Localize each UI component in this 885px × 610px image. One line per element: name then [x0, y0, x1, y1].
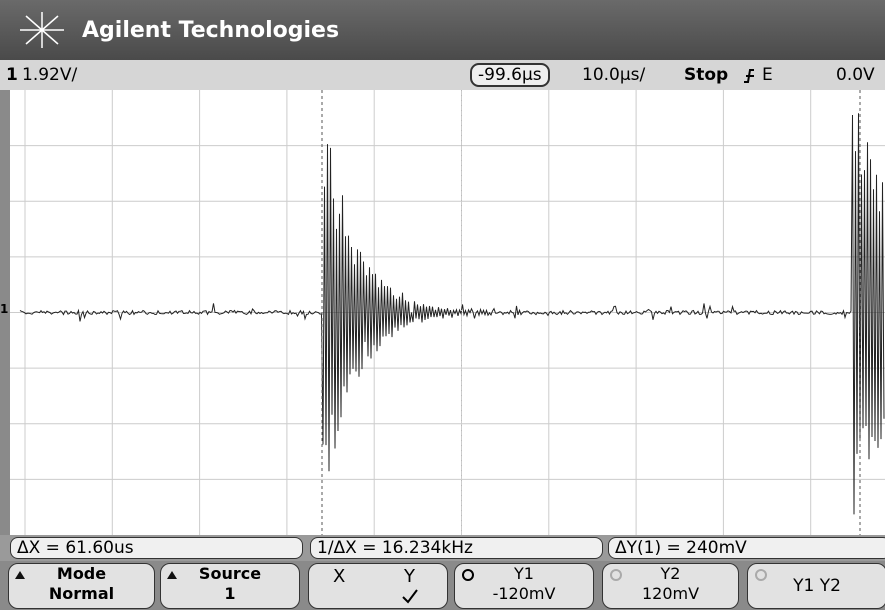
knob-icon — [610, 569, 622, 581]
brand: Agilent Technologies — [82, 18, 340, 43]
softkey-value: Normal — [48, 584, 115, 603]
logo — [20, 12, 64, 48]
softkey-label: Mode — [56, 564, 107, 583]
softkey-label: Y1 — [514, 564, 534, 583]
softkey-value: -120mV — [492, 584, 556, 603]
knob-icon — [462, 569, 474, 581]
softkey-y2[interactable]: Y2 120mV — [602, 563, 739, 609]
softkey-mode[interactable]: Mode Normal — [8, 563, 155, 609]
softkey-value: 120mV — [641, 584, 700, 603]
status-bar: 1 1.92V/ -99.6µs 10.0µs/ Stop E 0.0V — [0, 60, 885, 90]
timebase: 10.0µs/ — [582, 65, 646, 85]
delta-x: ΔX = 61.60us — [10, 537, 303, 559]
knob-icon — [755, 569, 767, 581]
trigger-level: 0.0V — [836, 65, 875, 85]
channel: 1 — [6, 65, 18, 85]
softkey-source[interactable]: Source 1 — [160, 563, 300, 609]
vertical-scale: 1.92V/ — [22, 65, 78, 85]
measurement-bar: ΔX = 61.60us 1/ΔX = 16.234kHz ΔY(1) = 24… — [0, 535, 885, 561]
softkey-xy[interactable]: X Y — [308, 563, 448, 609]
check-icon — [402, 589, 418, 604]
softkey-label: Y1 Y2 — [793, 576, 841, 596]
graticule — [10, 90, 885, 535]
run-state: Stop — [684, 65, 729, 85]
trigger-source: E — [762, 65, 773, 85]
softkey-label: Source — [198, 564, 262, 583]
softkey-y1[interactable]: Y1 -120mV — [454, 563, 594, 609]
softkey-label: Y2 — [660, 564, 681, 583]
channel-marker: 1 — [0, 302, 9, 316]
delta-y: ΔY(1) = 240mV — [608, 537, 885, 559]
delay: -99.6µs — [470, 63, 550, 87]
header: Agilent Technologies — [0, 0, 885, 60]
softkey-value: 1 — [224, 584, 236, 603]
trigger-icon — [744, 69, 754, 83]
inverse-delta-x: 1/ΔX = 16.234kHz — [310, 537, 603, 559]
softkey-y1y2[interactable]: Y1 Y2 — [747, 563, 885, 609]
waveform — [19, 113, 885, 515]
softkey-option: X — [333, 566, 346, 587]
softkey-option: Y — [404, 566, 415, 587]
